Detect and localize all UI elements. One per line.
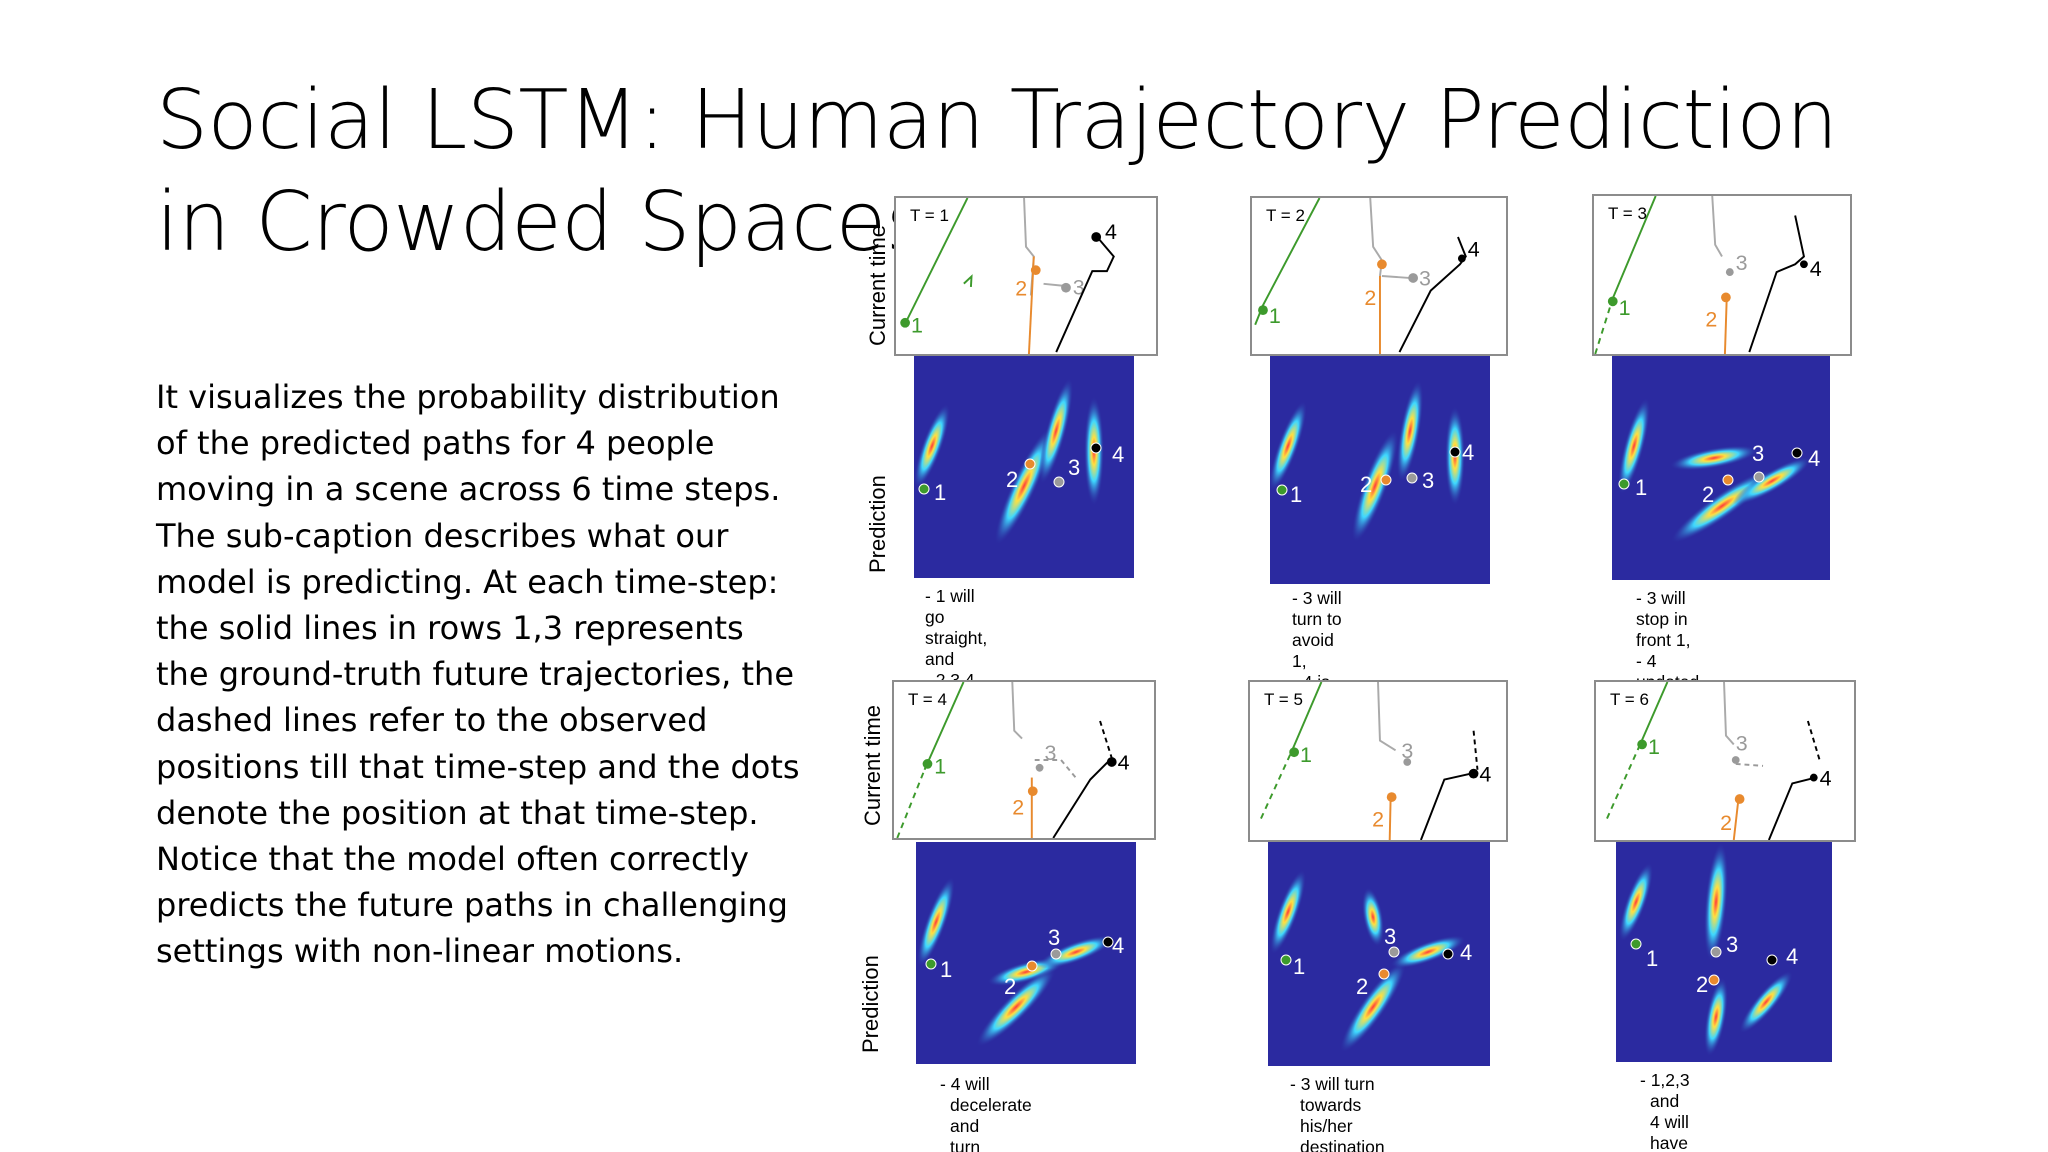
time-step-label: T = 1 bbox=[910, 206, 949, 225]
svg-text:1: 1 bbox=[1619, 296, 1631, 320]
svg-text:3: 3 bbox=[1419, 267, 1431, 291]
person-1-label: 1 bbox=[911, 314, 923, 338]
person-2-label: 2 bbox=[1015, 277, 1027, 301]
trajectory-sketch: 1 2 3 4 bbox=[1606, 682, 1832, 840]
current-time-plot: T = 2 1 2 3 4 bbox=[1250, 196, 1508, 356]
svg-text:4: 4 bbox=[1479, 762, 1491, 786]
prediction-heatmap bbox=[1612, 356, 1830, 580]
time-step-label: T = 4 bbox=[908, 690, 947, 709]
svg-text:4: 4 bbox=[1468, 238, 1480, 262]
svg-text:4: 4 bbox=[1810, 257, 1822, 281]
svg-text:3: 3 bbox=[1044, 741, 1056, 765]
current-time-plot: T = 5 1 2 3 4 bbox=[1248, 680, 1508, 842]
panel-caption: - 4 will decelerate and turn around 3 bbox=[940, 1074, 1032, 1152]
row-label-current-top: Current time bbox=[865, 224, 890, 346]
svg-text:2: 2 bbox=[1720, 811, 1732, 835]
svg-text:3: 3 bbox=[1736, 731, 1748, 755]
trajectory-sketch: 1 2 3 4 bbox=[1254, 198, 1480, 354]
panel-caption: - 1,2,3 and 4 will have linear path bbox=[1640, 1070, 1690, 1152]
body-text: It visualizes the probability distributi… bbox=[156, 378, 800, 971]
svg-text:1: 1 bbox=[1300, 743, 1312, 767]
svg-text:1: 1 bbox=[934, 755, 946, 779]
svg-text:2: 2 bbox=[1372, 807, 1384, 831]
time-step-label: T = 6 bbox=[1610, 690, 1649, 709]
svg-text:3: 3 bbox=[1401, 739, 1413, 763]
trajectory-sketch: 1 2 3 4 bbox=[900, 198, 1117, 354]
svg-text:3: 3 bbox=[1736, 251, 1748, 275]
current-time-plot: T = 1 1 2 3 4 bbox=[894, 196, 1158, 356]
prediction-heatmap bbox=[914, 356, 1134, 578]
row-label-prediction-bottom: Prediction bbox=[858, 955, 883, 1053]
prediction-heatmap bbox=[1268, 842, 1490, 1066]
prediction-heatmap bbox=[916, 842, 1136, 1064]
time-step-label: T = 2 bbox=[1266, 206, 1305, 225]
prediction-heatmap bbox=[1270, 356, 1490, 584]
svg-text:2: 2 bbox=[1012, 796, 1024, 820]
prediction-heatmap bbox=[1616, 842, 1832, 1062]
svg-text:1: 1 bbox=[1648, 735, 1660, 759]
svg-text:1: 1 bbox=[1269, 304, 1281, 328]
trajectory-sketch: 1 2 3 4 bbox=[1594, 196, 1822, 354]
current-time-plot: T = 6 1 2 3 4 bbox=[1594, 680, 1856, 842]
panel-caption: - 3 will turn towards his/her destinatio… bbox=[1290, 1074, 1385, 1152]
current-time-plot: T = 4 1 2 3 4 bbox=[892, 680, 1156, 840]
current-time-plot: T = 3 1 2 3 4 bbox=[1592, 194, 1852, 356]
person-3-label: 3 bbox=[1073, 276, 1085, 300]
trajectory-sketch: 1 2 3 4 bbox=[896, 682, 1130, 838]
slide-title: Social LSTM: Human Trajectory Prediction… bbox=[156, 73, 1838, 270]
time-step-label: T = 3 bbox=[1608, 204, 1647, 223]
svg-text:2: 2 bbox=[1705, 308, 1717, 332]
svg-text:2: 2 bbox=[1364, 286, 1376, 310]
svg-text:4: 4 bbox=[1118, 751, 1130, 775]
person-4-label: 4 bbox=[1105, 220, 1117, 244]
svg-text:4: 4 bbox=[1820, 766, 1832, 790]
row-label-prediction-top: Prediction bbox=[865, 475, 890, 573]
trajectory-sketch: 1 2 3 4 bbox=[1260, 682, 1491, 840]
row-label-current-bottom: Current time bbox=[860, 704, 885, 826]
time-step-label: T = 5 bbox=[1264, 690, 1303, 709]
